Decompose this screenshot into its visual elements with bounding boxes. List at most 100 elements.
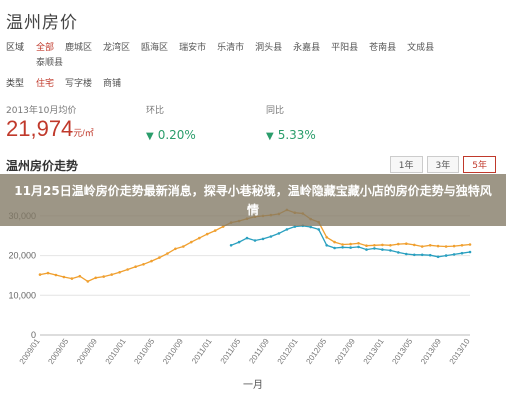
series-1-point-17 <box>365 248 368 251</box>
mom-value: 0.20% <box>157 128 196 142</box>
yoy-label: 同比 <box>266 106 285 116</box>
region-yueqing[interactable]: 乐清市 <box>217 43 245 53</box>
type-residential[interactable]: 住宅 <box>36 79 55 89</box>
region-filter-row: 区域 全部 鹿城区 龙湾区 瓯海区 瑞安市 乐清市 洞头县 永嘉县 平阳县 苍南… <box>6 40 445 53</box>
series-0-point-6 <box>86 280 90 283</box>
type-label: 类型 <box>6 79 25 89</box>
series-1-point-19 <box>381 248 384 251</box>
x-tick-label-4: 2010/05 <box>132 337 156 366</box>
series-1-point-26 <box>436 255 440 259</box>
avg-price-value: 21,974元/㎡ <box>6 116 94 142</box>
tab-3-year[interactable]: 3年 <box>426 156 460 173</box>
mom-label: 环比 <box>146 106 165 116</box>
series-0-point-16 <box>166 252 169 255</box>
avg-price-label: 2013年10月均价 <box>6 106 77 116</box>
series-0-point-53 <box>460 244 464 247</box>
region-all[interactable]: 全部 <box>36 43 55 53</box>
series-0-point-39 <box>349 242 352 246</box>
series-1-point-0 <box>229 244 233 247</box>
trend-title: 温州房价走势 <box>6 159 79 173</box>
avg-price-number: 21,974 <box>6 116 74 141</box>
region-lucheng[interactable]: 鹿城区 <box>65 43 93 53</box>
series-0-point-14 <box>150 259 153 263</box>
yoy-value: 5.33% <box>277 128 316 142</box>
series-0-point-42 <box>373 244 376 247</box>
series-0-point-12 <box>134 265 137 269</box>
series-0-point-47 <box>413 243 416 247</box>
series-0-point-13 <box>142 263 145 266</box>
x-tick-label-13: 2013/05 <box>390 337 414 366</box>
year-tabs: 1年 3年 5年 <box>389 156 496 173</box>
series-0-point-10 <box>118 271 121 274</box>
region-yongjia[interactable]: 永嘉县 <box>293 43 321 53</box>
down-triangle-icon: ▼ <box>146 131 154 142</box>
region-ruian[interactable]: 瑞安市 <box>179 43 207 53</box>
series-0-point-4 <box>70 277 74 280</box>
tab-1-year[interactable]: 1年 <box>389 156 423 173</box>
x-tick-label-11: 2012/09 <box>333 337 357 366</box>
avg-price-block: 2013年10月均价 21,974元/㎡ <box>6 103 94 142</box>
series-1-point-24 <box>420 253 424 257</box>
series-0-point-8 <box>102 275 105 278</box>
down-triangle-icon: ▼ <box>266 131 274 142</box>
y-tick-label-1: 10,000 <box>8 290 36 300</box>
series-0-point-20 <box>198 236 201 240</box>
region-pingyang[interactable]: 平阳县 <box>331 43 359 53</box>
tab-5-year[interactable]: 5年 <box>463 156 496 173</box>
series-1-point-20 <box>389 249 392 252</box>
series-0-point-9 <box>110 273 113 276</box>
series-1-point-27 <box>444 254 448 257</box>
series-0-point-0 <box>38 273 42 276</box>
series-0-point-50 <box>436 244 440 248</box>
series-0-point-18 <box>182 245 185 248</box>
series-0-point-48 <box>420 245 424 248</box>
x-tick-label-12: 2013/01 <box>362 337 386 366</box>
series-0-point-44 <box>389 244 392 247</box>
x-tick-label-7: 2011/05 <box>219 337 243 366</box>
type-shop[interactable]: 商铺 <box>103 79 122 89</box>
series-1-point-3 <box>253 239 257 242</box>
x-tick-label-2: 2009/09 <box>75 337 99 366</box>
series-0-point-45 <box>397 242 400 246</box>
series-1-point-12 <box>325 244 329 247</box>
x-tick-label-6: 2011/01 <box>190 337 214 366</box>
type-filter-row: 类型 住宅 写字楼 商铺 <box>6 76 132 89</box>
series-0-point-5 <box>78 274 82 278</box>
series-1-point-2 <box>245 236 249 240</box>
series-0-point-2 <box>54 273 58 277</box>
series-0-point-40 <box>357 242 360 245</box>
type-office[interactable]: 写字楼 <box>65 79 93 89</box>
series-line-1 <box>230 225 471 258</box>
series-1-point-16 <box>357 245 360 249</box>
series-1-point-4 <box>261 237 265 241</box>
x-axis-title: 一月 <box>243 379 263 391</box>
region-longwan[interactable]: 龙湾区 <box>103 43 131 53</box>
series-0-point-52 <box>452 244 456 248</box>
series-0-point-19 <box>190 240 193 244</box>
series-1-point-13 <box>333 246 336 250</box>
x-tick-label-1: 2009/05 <box>46 337 70 366</box>
series-0-point-11 <box>126 268 129 271</box>
series-1-point-22 <box>405 252 408 256</box>
x-tick-label-3: 2010/01 <box>104 337 128 366</box>
series-0-point-36 <box>325 236 329 239</box>
series-0-point-41 <box>365 244 368 247</box>
series-1-point-25 <box>428 253 432 257</box>
region-ouhai[interactable]: 瓯海区 <box>141 43 169 53</box>
series-0-point-54 <box>468 243 472 246</box>
region-cangnan[interactable]: 苍南县 <box>369 43 397 53</box>
series-1-point-7 <box>285 228 289 231</box>
x-tick-label-0: 2009/01 <box>18 337 42 366</box>
region-dongtou[interactable]: 洞头县 <box>255 43 283 53</box>
x-tick-label-5: 2010/09 <box>161 337 185 366</box>
series-0-point-38 <box>341 243 344 246</box>
y-tick-label-0: 0 <box>31 330 36 340</box>
y-tick-label-2: 20,000 <box>8 251 36 261</box>
series-1-point-6 <box>277 232 281 235</box>
region-taishun[interactable]: 泰顺县 <box>36 58 64 68</box>
series-1-point-15 <box>349 246 352 249</box>
series-1-point-1 <box>237 240 241 244</box>
series-1-point-30 <box>468 250 472 254</box>
series-0-point-46 <box>405 242 408 245</box>
region-wencheng[interactable]: 文成县 <box>407 43 435 53</box>
